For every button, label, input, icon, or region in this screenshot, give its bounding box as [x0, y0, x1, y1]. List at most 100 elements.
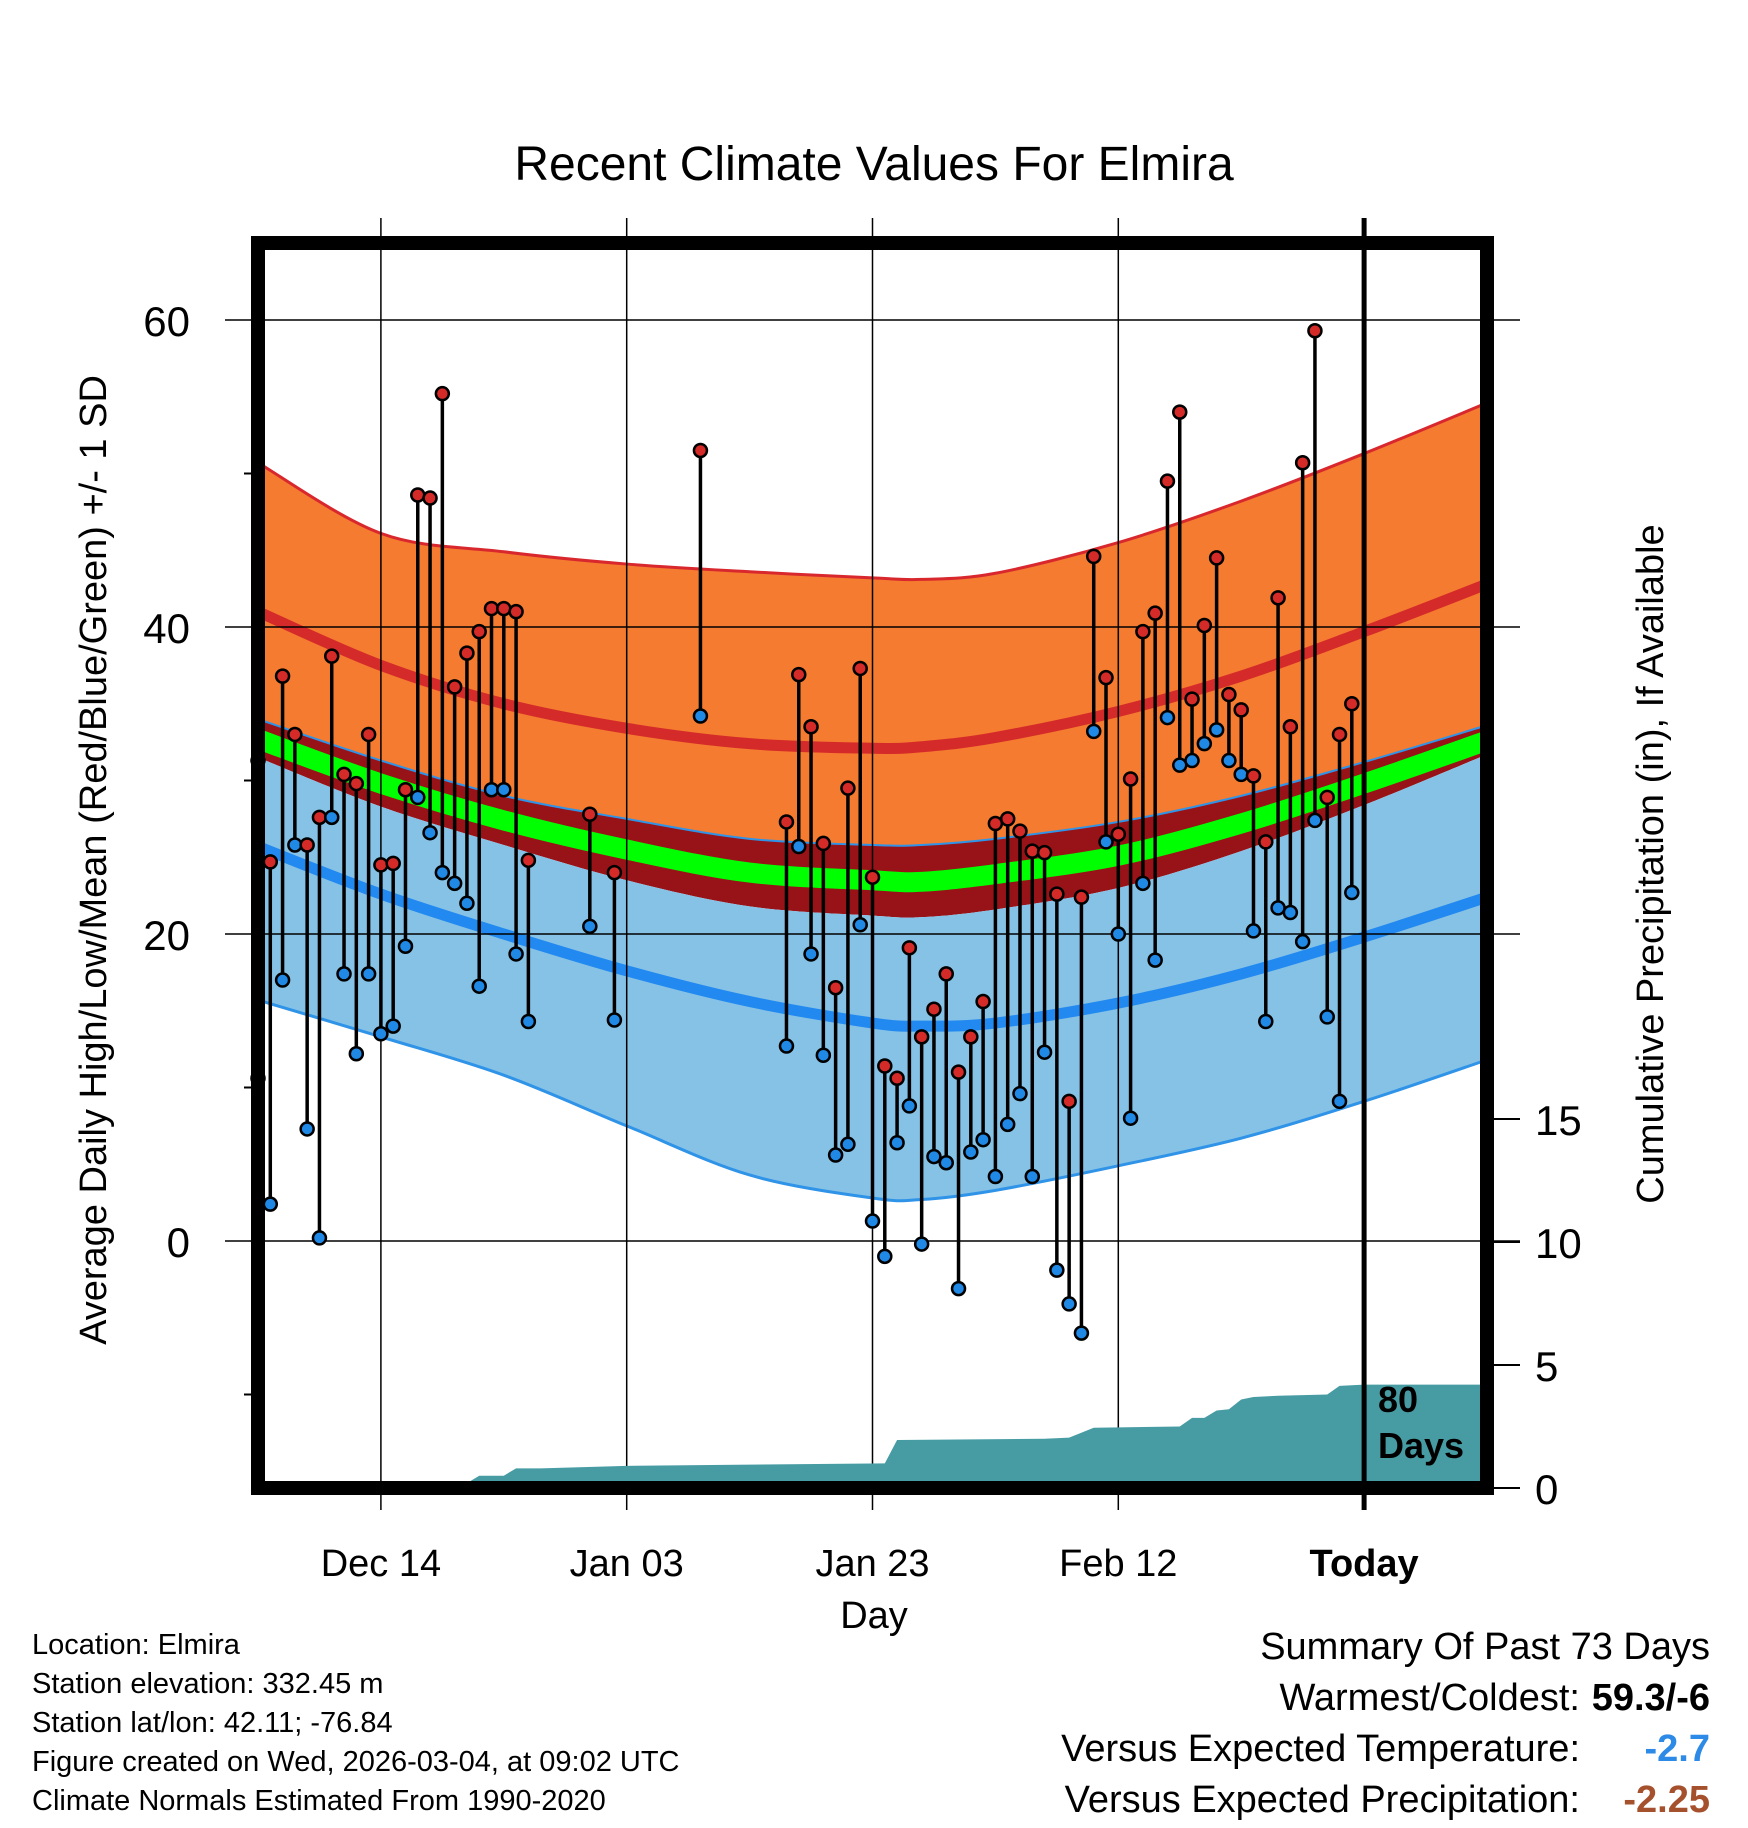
observed-high-marker — [1172, 404, 1188, 420]
observed-high-marker — [877, 1058, 893, 1074]
observed-low-marker — [1221, 752, 1237, 769]
summary-panel: Summary Of Past 73 Days Warmest/Coldest:… — [950, 1622, 1710, 1826]
observed-high-marker — [1307, 322, 1323, 339]
observed-high-marker — [1245, 768, 1262, 784]
observed-low-marker — [975, 1131, 991, 1148]
observed-low-marker — [496, 781, 512, 798]
observed-high-marker — [975, 993, 991, 1010]
observed-high-marker — [1098, 669, 1114, 686]
observed-low-marker — [1024, 1168, 1041, 1185]
observed-high-marker — [1258, 834, 1274, 850]
observed-low-marker — [311, 1230, 328, 1246]
observed-high-marker — [963, 1029, 979, 1045]
observed-high-marker — [323, 648, 340, 664]
observed-low-marker — [1061, 1296, 1077, 1312]
observed-high-marker — [1061, 1093, 1077, 1110]
observed-low-marker — [274, 972, 291, 988]
observed-low-marker — [692, 708, 709, 724]
mean-sd-band — [258, 719, 1487, 918]
precipitation-layer — [258, 1384, 1487, 1488]
station-info: Location: Elmira Station elevation: 332.… — [32, 1626, 680, 1821]
grid-lines — [225, 218, 1520, 1510]
observed-high-marker — [692, 442, 709, 459]
observed-high-marker — [791, 666, 807, 683]
observed-high-marker — [950, 1064, 967, 1080]
observed-low-marker — [1245, 923, 1262, 939]
observed-low-marker — [987, 1168, 1004, 1185]
observed-high-marker — [901, 940, 918, 956]
observed-low-marker — [1122, 1110, 1139, 1126]
observed-high-marker — [1233, 702, 1249, 718]
precip-deviation-value: -2.25 — [1623, 1779, 1710, 1821]
observed-low-marker — [1049, 1262, 1065, 1278]
observed-low-marker — [1282, 904, 1299, 921]
observed-low-marker — [926, 1148, 942, 1165]
observed-high-marker — [1331, 726, 1348, 743]
observed-low-marker — [791, 838, 807, 855]
observed-low-marker — [348, 1045, 365, 1062]
precip-deviation-row: Versus Expected Precipitation: -2.25 — [950, 1775, 1710, 1826]
observed-low-marker — [950, 1280, 967, 1297]
observed-low-marker — [446, 875, 463, 892]
observed-high-marker — [1208, 550, 1225, 566]
observed-high-marker — [459, 645, 475, 661]
precip-deviation-label: Versus Expected Precipitation: — [1064, 1779, 1580, 1821]
observed-low-marker — [1344, 884, 1360, 901]
observed-low-marker — [852, 917, 868, 933]
observed-low-marker — [803, 946, 819, 962]
y2-tick-label: 5 — [1535, 1343, 1558, 1390]
observed-low-marker — [471, 978, 487, 994]
observed-low-marker — [1110, 926, 1127, 942]
observed-low-marker — [827, 1147, 844, 1163]
observed-low-marker — [1294, 933, 1311, 950]
y2-tick-label: 15 — [1535, 1097, 1582, 1144]
observed-high-marker — [1270, 590, 1286, 606]
observed-high-marker — [1085, 548, 1102, 565]
observed-low-marker — [1085, 723, 1102, 740]
observed-high-marker — [336, 766, 352, 783]
observed-low-marker — [520, 1013, 537, 1030]
observed-low-marker — [1147, 952, 1163, 968]
x-tick-label: Today — [1310, 1543, 1419, 1585]
plot-border — [251, 236, 1494, 1495]
observed-high-marker — [1049, 886, 1065, 902]
observed-high-marker — [1135, 623, 1151, 640]
observed-high-marker — [496, 600, 512, 617]
observed-high-marker — [815, 835, 832, 852]
days-annotation-line1: 80 — [1378, 1379, 1418, 1420]
observed-low-marker — [1135, 875, 1151, 892]
observed-low-marker — [459, 895, 475, 912]
observed-high-marker — [299, 837, 315, 853]
observed-low-marker — [582, 918, 598, 935]
temp-deviation-value: -2.7 — [1644, 1728, 1710, 1770]
observed-high-marker — [287, 726, 303, 743]
observed-low-marker — [864, 1213, 881, 1229]
high-plus-sd-line — [257, 401, 1488, 582]
x-axis-label: Day — [840, 1595, 908, 1637]
observed-low-marker — [262, 1196, 279, 1212]
observed-high-marker — [1196, 617, 1213, 634]
cumulative-precip-area — [258, 1384, 1487, 1488]
observed-low-marker — [840, 1136, 856, 1153]
location-text: Location: Elmira — [32, 1629, 240, 1661]
low-minus-sd-line — [257, 998, 1488, 1203]
observed-high-marker — [1122, 771, 1139, 787]
observed-high-marker — [434, 385, 451, 402]
observed-low-marker — [299, 1121, 315, 1137]
observations — [250, 322, 1360, 1341]
created-text: Figure created on Wed, 2026-03-04, at 09… — [32, 1746, 680, 1778]
observed-high-marker — [1012, 823, 1028, 839]
observed-high-marker — [889, 1070, 905, 1087]
observed-high-marker — [446, 679, 463, 695]
warmest-coldest-value: 59.3/-6 — [1591, 1677, 1710, 1719]
observed-high-marker — [1036, 844, 1053, 861]
observed-low-marker — [999, 1116, 1016, 1133]
observed-high-marker — [520, 852, 537, 869]
observed-high-marker — [999, 811, 1016, 827]
days-annotation-line2: Days — [1378, 1425, 1464, 1466]
observed-high-marker — [582, 806, 598, 823]
observed-low-marker — [963, 1144, 979, 1160]
observed-high-marker — [1110, 826, 1127, 842]
observed-high-marker — [606, 864, 623, 881]
